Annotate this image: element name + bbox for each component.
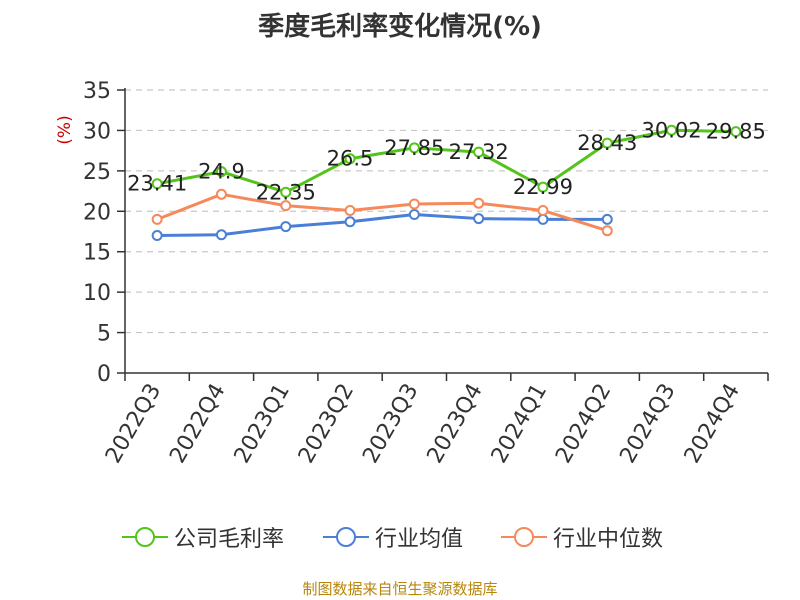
data-label: 22.99: [513, 175, 573, 199]
data-point: [473, 146, 485, 158]
data-label: 24.9: [198, 160, 245, 184]
data-point: [151, 213, 163, 225]
y-tick-label: 5: [97, 322, 111, 347]
legend-label: 行业中位数: [553, 527, 664, 552]
x-tick-label: 2024Q1: [487, 380, 552, 468]
x-tick-label: 2023Q2: [294, 380, 359, 468]
data-label: 30.02: [641, 118, 701, 142]
data-point: [280, 186, 292, 198]
data-point: [730, 126, 742, 138]
data-source-note: 制图数据来自恒生聚源数据库: [302, 580, 498, 598]
data-point: [215, 229, 227, 241]
data-point: [537, 204, 549, 216]
data-label: 26.5: [327, 147, 374, 171]
data-point: [473, 213, 485, 225]
y-tick-label: 0: [97, 362, 111, 387]
x-tick-label: 2023Q4: [423, 380, 488, 468]
x-tick-label: 2024Q3: [615, 380, 680, 468]
x-tick-label: 2024Q4: [680, 380, 745, 468]
data-point: [151, 178, 163, 190]
legend-label: 行业均值: [375, 527, 464, 552]
chart-title: 季度毛利率变化情况(%): [258, 12, 542, 42]
legend-item-industry-average[interactable]: 行业均值: [323, 520, 463, 554]
data-point: [408, 198, 420, 210]
y-tick-label: 30: [83, 119, 111, 144]
data-label: 28.43: [577, 131, 637, 155]
data-point: [601, 137, 613, 149]
legend-label: 公司毛利率: [174, 527, 285, 552]
data-point: [344, 153, 356, 165]
data-label: 27.32: [449, 140, 509, 164]
data-point: [601, 225, 613, 237]
y-tick-label: 10: [83, 281, 111, 306]
data-point: [408, 142, 420, 154]
series-line-1: [157, 213, 608, 238]
data-point: [601, 213, 613, 225]
legend-marker-icon: [122, 527, 168, 547]
data-label: 27.85: [384, 136, 444, 160]
y-tick-label: 20: [83, 200, 111, 225]
data-point: [473, 197, 485, 209]
series-line-0: [156, 128, 736, 194]
data-point: [537, 213, 549, 225]
data-point: [280, 200, 292, 212]
data-point: [344, 216, 356, 228]
legend-marker-icon: [323, 527, 369, 547]
data-point: [666, 124, 678, 136]
data-point: [344, 204, 356, 216]
data-point: [215, 188, 227, 200]
x-tick-label: 2023Q3: [358, 380, 423, 468]
y-tick-label: 15: [83, 241, 111, 266]
legend-item-company-margin[interactable]: 公司毛利率: [122, 520, 284, 554]
x-tick-label: 2022Q3: [101, 380, 166, 468]
data-point: [151, 230, 163, 242]
data-point: [215, 166, 227, 178]
data-label: 23.41: [127, 172, 187, 196]
y-tick-label: 25: [83, 160, 111, 185]
data-point: [537, 181, 549, 193]
x-tick-label: 2022Q4: [165, 380, 230, 468]
data-label: 29.85: [706, 120, 766, 144]
legend-marker-icon: [501, 527, 547, 547]
x-tick-label: 2024Q2: [551, 380, 616, 468]
data-point: [280, 221, 292, 233]
legend-item-industry-median[interactable]: 行业中位数: [501, 520, 663, 554]
x-tick-label: 2023Q1: [230, 380, 295, 468]
data-point: [408, 209, 420, 221]
series-line-2: [156, 192, 608, 233]
y-tick-label: 35: [83, 79, 111, 104]
y-axis-label: (%): [55, 115, 75, 144]
